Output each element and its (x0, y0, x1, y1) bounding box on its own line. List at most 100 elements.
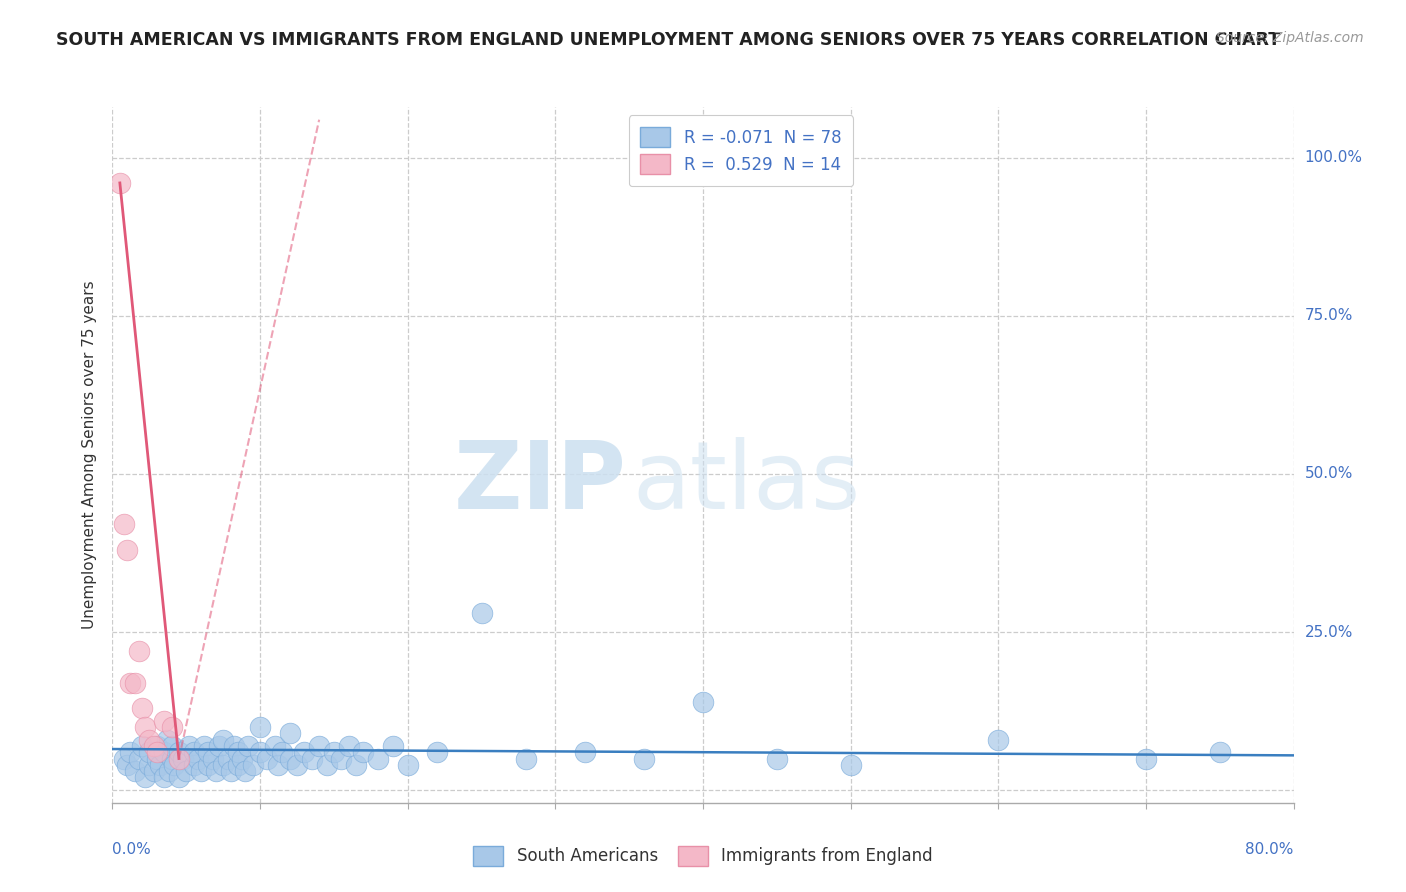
Text: 50.0%: 50.0% (1305, 467, 1353, 482)
Point (1208, 745, 1232, 759)
Point (226, 757, 249, 772)
Text: ZIP: ZIP (453, 437, 626, 529)
Point (167, 771, 190, 785)
Point (142, 739, 165, 753)
Point (323, 745, 346, 759)
Point (138, 732, 160, 747)
Point (426, 745, 449, 759)
Point (301, 751, 323, 765)
Point (231, 751, 253, 765)
Point (160, 739, 183, 753)
Point (153, 771, 176, 785)
Point (124, 675, 146, 690)
Point (146, 751, 169, 765)
Point (131, 739, 153, 753)
Point (278, 751, 301, 765)
Point (108, 176, 131, 190)
Point (267, 757, 290, 772)
Point (222, 739, 245, 753)
Point (124, 764, 146, 779)
Point (167, 745, 190, 759)
Point (217, 751, 239, 765)
Point (120, 675, 142, 690)
Text: Source: ZipAtlas.com: Source: ZipAtlas.com (1216, 31, 1364, 45)
Text: 75.0%: 75.0% (1305, 309, 1353, 323)
Point (470, 606, 494, 620)
Legend: South Americans, Immigrants from England: South Americans, Immigrants from England (465, 838, 941, 874)
Text: SOUTH AMERICAN VS IMMIGRANTS FROM ENGLAND UNEMPLOYMENT AMONG SENIORS OVER 75 YEA: SOUTH AMERICAN VS IMMIGRANTS FROM ENGLAN… (56, 31, 1281, 49)
Point (238, 739, 260, 753)
Point (574, 745, 596, 759)
Point (208, 739, 231, 753)
Point (352, 745, 374, 759)
Point (308, 739, 330, 753)
Point (212, 757, 235, 772)
Point (337, 739, 360, 753)
Point (190, 764, 212, 779)
Point (149, 757, 172, 772)
Point (117, 542, 138, 557)
Point (128, 644, 150, 658)
Text: 25.0%: 25.0% (1305, 624, 1353, 640)
Point (633, 751, 655, 765)
Point (242, 757, 264, 772)
Point (134, 771, 156, 785)
Point (172, 751, 194, 765)
Point (128, 751, 150, 765)
Point (205, 764, 228, 779)
Point (292, 745, 315, 759)
Point (987, 732, 1010, 747)
Point (226, 745, 249, 759)
Point (120, 745, 142, 759)
Point (167, 751, 190, 765)
Point (315, 757, 337, 772)
Point (249, 720, 271, 734)
Point (212, 732, 235, 747)
Point (134, 720, 156, 734)
Point (264, 739, 287, 753)
Text: atlas: atlas (633, 437, 860, 529)
Point (183, 757, 205, 772)
Point (197, 745, 219, 759)
Point (197, 757, 219, 772)
Point (330, 751, 353, 765)
Point (146, 739, 169, 753)
Point (131, 701, 153, 715)
Point (382, 739, 405, 753)
Point (256, 751, 278, 765)
Point (278, 726, 301, 740)
Y-axis label: Unemployment Among Seniors over 75 years: Unemployment Among Seniors over 75 years (82, 281, 97, 629)
Point (766, 751, 789, 765)
Point (157, 764, 180, 779)
Point (692, 695, 714, 709)
Text: 0.0%: 0.0% (112, 842, 152, 856)
Point (344, 757, 367, 772)
Point (160, 720, 183, 734)
Point (174, 764, 197, 779)
Point (153, 745, 176, 759)
Point (153, 714, 176, 728)
Point (183, 745, 205, 759)
Point (138, 757, 160, 772)
Point (160, 751, 183, 765)
Point (1135, 751, 1157, 765)
Point (367, 751, 389, 765)
Point (233, 764, 256, 779)
Point (396, 757, 419, 772)
Point (112, 751, 135, 765)
Point (839, 757, 862, 772)
Point (187, 751, 209, 765)
Point (117, 757, 138, 772)
Point (219, 764, 242, 779)
Point (163, 757, 186, 772)
Point (271, 745, 294, 759)
Point (193, 739, 215, 753)
Point (146, 745, 169, 759)
Point (142, 764, 165, 779)
Point (138, 745, 160, 759)
Point (112, 517, 135, 532)
Point (156, 732, 179, 747)
Point (249, 745, 271, 759)
Point (201, 751, 224, 765)
Point (285, 757, 308, 772)
